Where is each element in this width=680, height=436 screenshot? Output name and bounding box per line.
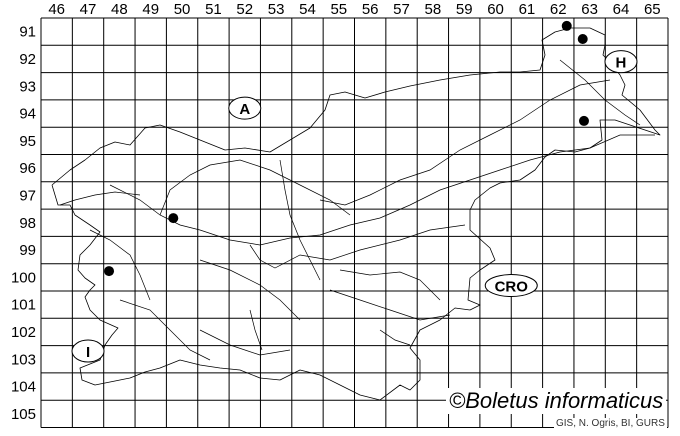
record-points: [104, 20, 589, 277]
record-dot: [577, 34, 588, 45]
record-dot: [578, 115, 589, 126]
column-label: 57: [393, 1, 410, 18]
river-line: [329, 289, 451, 321]
rivers: [59, 59, 655, 361]
river-line: [249, 309, 263, 351]
row-label: 99: [19, 242, 36, 259]
country-label: A: [228, 96, 262, 120]
country-labels: A H CRO I: [71, 50, 638, 363]
row-label: 98: [19, 215, 36, 232]
river-line: [319, 79, 611, 206]
country-label: H: [604, 50, 638, 74]
row-label: 102: [11, 324, 36, 341]
river-line: [89, 229, 151, 301]
row-labels: 91 92 93 94 95 96 97 98 99 100 101 102 103 104 105: [11, 24, 36, 423]
row-label: 103: [11, 351, 36, 368]
copyright-text: ©Boletus informaticus: [446, 388, 667, 414]
country-label-text: I: [86, 344, 90, 361]
country-outline: [51, 27, 661, 401]
column-label: 53: [268, 1, 285, 18]
column-label: 56: [362, 1, 379, 18]
country-label-oval: [228, 96, 262, 120]
column-label: 49: [142, 1, 159, 18]
row-label: 94: [19, 106, 36, 123]
column-label: 58: [425, 1, 442, 18]
column-label: 63: [581, 1, 598, 18]
country-label-oval: [71, 339, 105, 363]
column-label: 47: [80, 1, 97, 18]
record-dot: [561, 20, 572, 31]
row-label: 105: [11, 406, 36, 423]
river-line: [109, 134, 655, 246]
river-line: [59, 191, 141, 206]
country-label-text: H: [616, 55, 627, 72]
row-label: 93: [19, 78, 36, 95]
country-label-text: A: [239, 101, 250, 118]
column-label: 46: [48, 1, 65, 18]
credit-text: GIS, N. Ogris, BI, GURS: [554, 418, 667, 429]
row-label: 104: [11, 379, 36, 396]
column-label: 48: [111, 1, 128, 18]
country-label: CRO: [484, 274, 538, 298]
river-line: [119, 299, 211, 361]
row-label: 97: [19, 187, 36, 204]
river-line: [249, 224, 466, 269]
row-label: 100: [11, 269, 36, 286]
border-line: [51, 27, 661, 401]
column-label: 51: [205, 1, 222, 18]
record-dot: [104, 266, 115, 277]
country-label-text: CRO: [495, 279, 529, 296]
country-label-oval: [484, 274, 538, 298]
row-label: 96: [19, 160, 36, 177]
row-label: 95: [19, 133, 36, 150]
country-label: I: [71, 339, 105, 363]
column-label: 59: [456, 1, 473, 18]
column-label: 50: [174, 1, 191, 18]
river-line: [199, 329, 291, 356]
column-label: 65: [644, 1, 661, 18]
column-labels: 46 47 48 49 50 51 52 53 54 55 56 57 58 59 60 61 62 63 64 65: [48, 1, 660, 18]
column-label: 64: [613, 1, 630, 18]
row-label: 91: [19, 24, 36, 41]
river-line: [339, 269, 441, 301]
column-label: 62: [550, 1, 567, 18]
column-label: 54: [299, 1, 316, 18]
column-label: 52: [236, 1, 253, 18]
river-line: [159, 159, 351, 216]
row-label: 101: [11, 297, 36, 314]
record-dot: [168, 213, 179, 224]
column-label: 60: [487, 1, 504, 18]
column-label: 61: [519, 1, 536, 18]
river-line: [379, 329, 411, 346]
column-label: 55: [330, 1, 347, 18]
row-label: 92: [19, 51, 36, 68]
country-label-oval: [604, 50, 638, 74]
grid: [40, 17, 669, 428]
